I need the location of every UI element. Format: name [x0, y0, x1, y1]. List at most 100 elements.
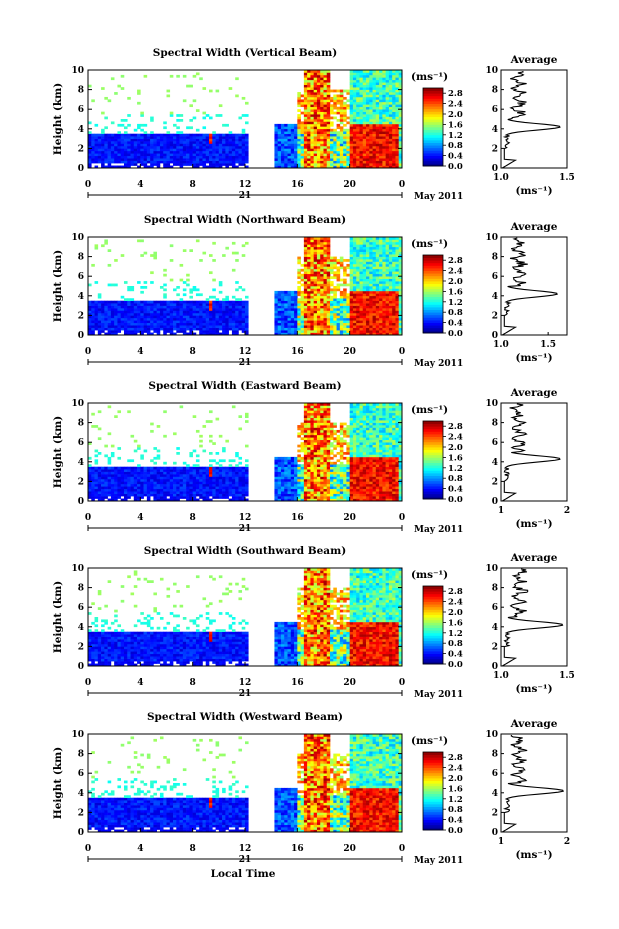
- heatmap-cell: [195, 320, 200, 324]
- heatmap-cell: [379, 246, 383, 250]
- heatmap-cell: [94, 461, 99, 465]
- heatmap-cell: [352, 141, 357, 144]
- heatmap-cell: [88, 283, 92, 287]
- heatmap-cell: [356, 128, 360, 132]
- heatmap-cell: [320, 322, 324, 326]
- heatmap-cell: [110, 141, 115, 144]
- heatmap-cell: [356, 143, 360, 147]
- heatmap-cell: [130, 145, 135, 149]
- heatmap-cell: [323, 256, 328, 260]
- heatmap-cell: [336, 288, 341, 292]
- heatmap-cell: [392, 89, 396, 93]
- heatmap-cell: [192, 483, 197, 487]
- heatmap-cell: [313, 281, 318, 284]
- heatmap-cell: [359, 288, 364, 292]
- heatmap-cell: [362, 160, 367, 164]
- heatmap-cell: [215, 298, 220, 301]
- heatmap-cell: [94, 158, 99, 161]
- heatmap-cell: [316, 312, 321, 316]
- heatmap-cell: [310, 273, 314, 277]
- heatmap-cell: [326, 109, 331, 112]
- heatmap-cell: [395, 241, 400, 245]
- heatmap-cell: [343, 136, 347, 139]
- colorbar-segment: [423, 322, 443, 326]
- heatmap-cell: [300, 150, 305, 154]
- heatmap-cell: [379, 158, 383, 161]
- heatmap-cell: [303, 281, 308, 284]
- heatmap-cell: [222, 308, 226, 311]
- heatmap-cell: [107, 150, 112, 154]
- heatmap-cell: [362, 79, 367, 83]
- heatmap-cell: [303, 293, 308, 297]
- heatmap-cell: [146, 303, 151, 306]
- heatmap-cell: [336, 271, 341, 275]
- heatmap-cell: [313, 241, 318, 245]
- heatmap-cell: [146, 483, 151, 487]
- heatmap-cell: [156, 449, 161, 453]
- heatmap-cell: [127, 150, 131, 154]
- heatmap-cell: [356, 276, 360, 279]
- heatmap-cell: [385, 131, 390, 134]
- heatmap-cell: [300, 290, 305, 294]
- heatmap-cell: [313, 126, 318, 130]
- heatmap-cell: [379, 160, 383, 164]
- colorbar-tick-label: 1.2: [448, 298, 463, 308]
- heatmap-cell: [307, 290, 311, 294]
- heatmap-cell: [362, 290, 367, 294]
- heatmap-cell: [202, 251, 207, 255]
- heatmap-cell: [333, 317, 337, 321]
- heatmap-cell: [137, 488, 141, 492]
- heatmap-cell: [186, 303, 190, 306]
- heatmap-cell: [356, 165, 360, 169]
- heatmap-cell: [153, 469, 157, 472]
- colorbar-tick-label: 0.8: [448, 141, 463, 151]
- heatmap-cell: [163, 332, 167, 336]
- heatmap-cell: [274, 131, 279, 134]
- heatmap-cell: [186, 308, 190, 311]
- heatmap-cell: [114, 471, 118, 475]
- heatmap-cell: [192, 476, 197, 480]
- heatmap-cell: [245, 165, 249, 169]
- heatmap-cell: [114, 478, 118, 482]
- heatmap-cell: [326, 70, 331, 73]
- heatmap-cell: [349, 266, 354, 270]
- heatmap-cell: [202, 155, 207, 159]
- heatmap-cell: [169, 320, 174, 324]
- heatmap-cell: [209, 165, 213, 169]
- heatmap-cell: [101, 493, 105, 497]
- heatmap-cell: [379, 106, 383, 110]
- heatmap-cell: [379, 99, 383, 103]
- heatmap-cell: [114, 481, 118, 485]
- heatmap-cell: [146, 322, 151, 326]
- heatmap-cell: [209, 254, 213, 257]
- heatmap-cell: [356, 271, 360, 275]
- heatmap-cell: [215, 332, 220, 336]
- heatmap-cell: [166, 469, 171, 472]
- heatmap-cell: [326, 273, 331, 277]
- heatmap-cell: [202, 425, 207, 428]
- average-y-tick-label: 2: [492, 144, 498, 154]
- heatmap-cell: [316, 111, 321, 115]
- heatmap-cell: [150, 315, 154, 319]
- heatmap-cell: [343, 165, 347, 169]
- heatmap-cell: [225, 327, 229, 331]
- heatmap-cell: [123, 325, 128, 328]
- heatmap-cell: [359, 79, 364, 83]
- heatmap-cell: [343, 325, 347, 328]
- heatmap-cell: [195, 305, 200, 309]
- heatmap-cell: [346, 116, 350, 120]
- heatmap-cell: [241, 300, 246, 304]
- heatmap-cell: [202, 111, 207, 115]
- heatmap-cell: [110, 150, 115, 154]
- heatmap-cell: [199, 320, 203, 324]
- colorbar-segment: [423, 291, 443, 295]
- heatmap-cell: [241, 322, 246, 326]
- heatmap-cell: [352, 145, 357, 149]
- heatmap-cell: [159, 133, 164, 137]
- heatmap-cell: [330, 322, 334, 326]
- heatmap-cell: [379, 82, 383, 85]
- heatmap-cell: [150, 483, 154, 487]
- heatmap-cell: [176, 322, 180, 326]
- heatmap-cell: [159, 155, 164, 159]
- heatmap-cell: [339, 121, 344, 125]
